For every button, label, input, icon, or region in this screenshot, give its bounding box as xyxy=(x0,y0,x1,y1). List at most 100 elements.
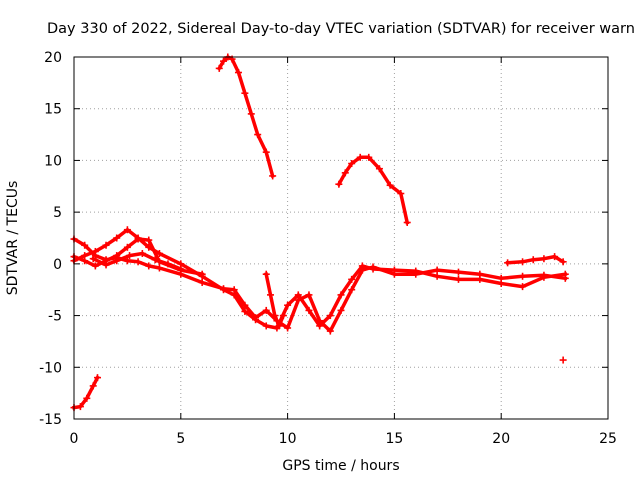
plot-frame xyxy=(73,56,609,420)
data-point-track-5 xyxy=(262,322,270,330)
data-point-track-7 xyxy=(279,312,287,320)
data-point-track-8 xyxy=(540,255,548,263)
data-point-track-9 xyxy=(138,250,146,258)
data-point-track-4 xyxy=(123,257,131,265)
data-point-track-4 xyxy=(348,286,356,294)
data-point-track-9 xyxy=(102,261,110,269)
data-point-track-2 xyxy=(262,148,270,156)
data-point-track-5 xyxy=(252,316,260,324)
data-point-track-5 xyxy=(369,265,377,273)
data-point-track-2 xyxy=(241,89,249,97)
data-point-track-5 xyxy=(433,272,441,280)
data-point-track-5 xyxy=(102,241,110,249)
data-point-track-8 xyxy=(559,258,567,266)
data-point-track-5 xyxy=(348,275,356,283)
data-point-track-3 xyxy=(348,160,356,168)
data-point-track-4 xyxy=(337,306,345,314)
data-point-track-5 xyxy=(412,267,420,275)
data-point-track-4 xyxy=(454,268,462,276)
data-point-track-9 xyxy=(177,265,185,273)
x-tick-label: 25 xyxy=(599,431,617,447)
data-point-track-1 xyxy=(76,403,84,411)
data-point-track-4 xyxy=(198,278,206,286)
data-point-track-7 xyxy=(275,322,283,330)
data-point-track-3 xyxy=(397,190,405,198)
data-point-track-3 xyxy=(375,165,383,173)
data-point-track-1 xyxy=(93,374,101,382)
data-point-track-2 xyxy=(254,131,262,139)
data-point-track-4 xyxy=(145,262,153,270)
data-point-track-2 xyxy=(220,57,228,65)
data-point-track-4 xyxy=(519,272,527,280)
data-point-track-4 xyxy=(262,306,270,314)
data-point-track-8 xyxy=(529,256,537,264)
data-point-track-5 xyxy=(241,307,249,315)
data-point-track-7 xyxy=(271,312,279,320)
data-point-track-5 xyxy=(220,286,228,294)
data-point-track-5 xyxy=(316,322,324,330)
series-line-track-3 xyxy=(336,155,410,225)
data-point-track-6 xyxy=(91,262,99,270)
data-point-track-8 xyxy=(551,253,559,261)
data-point-track-7 xyxy=(267,291,275,299)
data-point-track-6 xyxy=(123,243,131,251)
data-point-track-5 xyxy=(358,262,366,270)
data-point-track-1 xyxy=(89,382,97,390)
y-tick-label: -5 xyxy=(48,309,62,325)
data-point-track-4 xyxy=(284,324,292,332)
data-point-track-5 xyxy=(540,273,548,281)
data-point-track-5 xyxy=(91,247,99,255)
data-point-track-4 xyxy=(326,327,334,335)
data-point-track-3 xyxy=(403,218,411,226)
data-point-track-9 xyxy=(126,252,134,260)
data-point-track-6 xyxy=(81,257,89,265)
data-point-track-5 xyxy=(454,275,462,283)
data-point-track-2 xyxy=(247,110,255,118)
y-tick-label: 0 xyxy=(53,257,62,273)
data-point-track-4 xyxy=(81,241,89,249)
x-tick-label: 10 xyxy=(279,431,297,447)
data-point-track-2 xyxy=(269,172,277,180)
data-point-track-3 xyxy=(365,153,373,161)
data-point-track-9 xyxy=(89,255,97,263)
data-point-track-5 xyxy=(305,306,313,314)
data-point-track-3 xyxy=(335,180,343,188)
data-point-track-5 xyxy=(390,266,398,274)
data-point-track-9 xyxy=(164,260,172,268)
data-point-track-6 xyxy=(134,235,142,243)
data-point-track-5 xyxy=(476,275,484,283)
data-point-track-4 xyxy=(134,258,142,266)
data-point-track-3 xyxy=(356,153,364,161)
data-point-track-5 xyxy=(123,226,131,234)
data-point-track-3 xyxy=(386,181,394,189)
data-point-track-4 xyxy=(305,291,313,299)
data-point-track-8 xyxy=(504,259,512,267)
y-axis-ticks: -15 -10 -5 0 5 10 15 20 xyxy=(39,50,608,428)
data-point-track-5 xyxy=(113,234,121,242)
x-tick-label: 5 xyxy=(176,431,185,447)
series-line-track-2 xyxy=(216,55,275,179)
data-point-track-7 xyxy=(262,270,270,278)
data-point-track-5 xyxy=(284,301,292,309)
data-point-track-5 xyxy=(519,283,527,291)
chart-title: Day 330 of 2022, Sidereal Day-to-day VTE… xyxy=(47,21,635,37)
x-tick-label: 0 xyxy=(70,431,79,447)
data-point-track-5 xyxy=(337,291,345,299)
data-point-track-6 xyxy=(145,236,153,244)
data-point-track-6 xyxy=(198,270,206,278)
data-point-track-5 xyxy=(561,270,569,278)
data-point-track-8 xyxy=(519,258,527,266)
data-point-track-9 xyxy=(113,257,121,265)
data-point-track-4 xyxy=(433,266,441,274)
series-line-track-5 xyxy=(71,227,568,330)
series-line-track-1 xyxy=(72,375,100,410)
data-point-track-9 xyxy=(151,256,159,264)
y-tick-label: 15 xyxy=(44,102,62,118)
data-point-track-2 xyxy=(234,69,242,77)
data-point-track-5 xyxy=(497,280,505,288)
data-point-track-4 xyxy=(155,264,163,272)
x-tick-label: 20 xyxy=(492,431,510,447)
isolated-data-point xyxy=(559,356,567,364)
y-tick-label: 20 xyxy=(44,50,62,66)
